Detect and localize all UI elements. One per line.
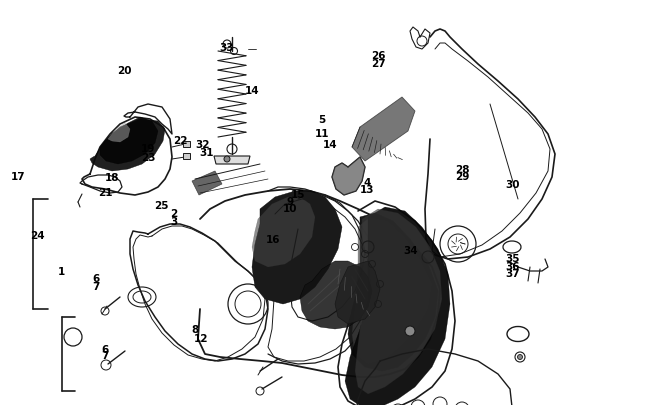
Text: 27: 27	[371, 59, 385, 69]
Text: 9: 9	[287, 197, 294, 207]
Text: 37: 37	[505, 269, 519, 279]
Text: 20: 20	[118, 66, 132, 76]
Text: 4: 4	[363, 177, 371, 187]
Text: 31: 31	[200, 148, 214, 158]
Text: 30: 30	[505, 179, 519, 189]
Text: 13: 13	[360, 185, 374, 194]
Text: 16: 16	[266, 234, 280, 244]
Text: 6: 6	[101, 344, 109, 354]
Text: 24: 24	[31, 231, 45, 241]
Text: 29: 29	[456, 172, 470, 181]
Polygon shape	[252, 198, 315, 267]
Polygon shape	[183, 142, 190, 148]
Text: 11: 11	[315, 129, 329, 139]
Text: 28: 28	[456, 164, 470, 174]
Text: 22: 22	[174, 136, 188, 146]
Text: 7: 7	[92, 281, 100, 291]
Text: 36: 36	[505, 262, 519, 271]
Polygon shape	[355, 209, 442, 394]
Circle shape	[405, 326, 415, 336]
Polygon shape	[108, 124, 130, 143]
Text: 15: 15	[291, 190, 305, 199]
Text: 6: 6	[92, 274, 100, 284]
Text: 19: 19	[141, 144, 155, 154]
Text: 33: 33	[219, 43, 233, 53]
Text: 35: 35	[505, 254, 519, 263]
Text: 1: 1	[58, 266, 66, 276]
Text: 25: 25	[154, 201, 168, 211]
Polygon shape	[345, 207, 450, 405]
Text: 21: 21	[98, 188, 112, 197]
Polygon shape	[335, 261, 380, 324]
Polygon shape	[352, 98, 415, 162]
Polygon shape	[300, 261, 372, 329]
Text: 18: 18	[105, 173, 120, 182]
Text: 14: 14	[245, 86, 259, 96]
Text: 8: 8	[191, 324, 199, 334]
Text: 26: 26	[371, 51, 385, 61]
Text: 2: 2	[170, 209, 178, 219]
Polygon shape	[183, 153, 190, 160]
Text: 32: 32	[196, 140, 210, 150]
Polygon shape	[252, 192, 342, 304]
Text: 12: 12	[194, 334, 209, 343]
Polygon shape	[352, 217, 432, 364]
Circle shape	[224, 157, 230, 162]
Polygon shape	[100, 118, 158, 164]
Polygon shape	[348, 213, 438, 371]
Text: 34: 34	[404, 245, 418, 255]
Text: 10: 10	[283, 204, 298, 214]
Polygon shape	[192, 172, 222, 196]
Text: 17: 17	[11, 171, 25, 181]
Text: 3: 3	[170, 217, 178, 227]
Polygon shape	[332, 158, 365, 196]
Polygon shape	[90, 120, 165, 172]
Text: 14: 14	[323, 140, 337, 150]
Circle shape	[517, 355, 523, 360]
Text: 23: 23	[141, 152, 155, 162]
Polygon shape	[214, 157, 250, 164]
Text: 5: 5	[318, 115, 326, 124]
Text: 7: 7	[101, 351, 109, 360]
